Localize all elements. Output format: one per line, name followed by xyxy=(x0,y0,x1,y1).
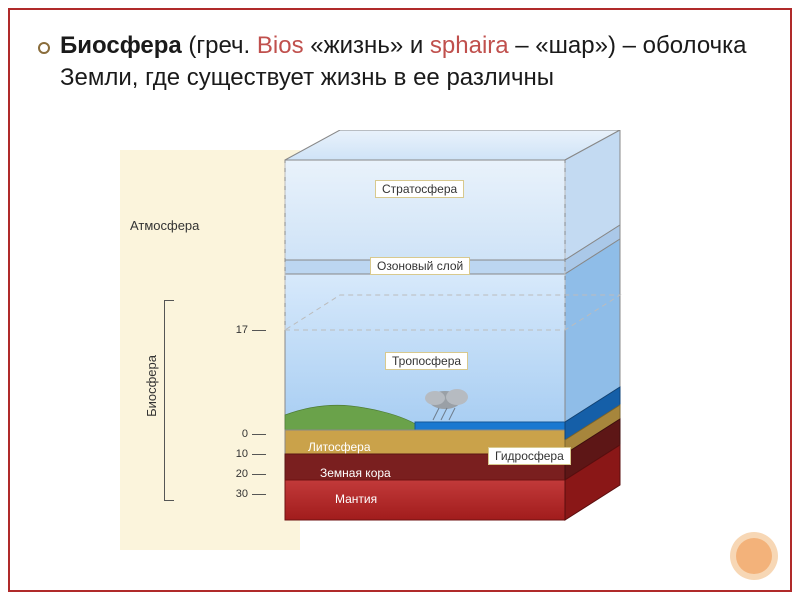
layer-mantle-front xyxy=(285,480,565,520)
label-crust: Земная кора xyxy=(320,466,391,480)
tickmark-30 xyxy=(252,494,266,495)
tickmark-10 xyxy=(252,454,266,455)
scale-tick-0: 0 xyxy=(220,428,248,440)
label-troposphere: Тропосфера xyxy=(385,352,468,370)
bullet-icon xyxy=(38,42,50,54)
bracket-cap-bot xyxy=(164,500,174,501)
tickmark-20 xyxy=(252,474,266,475)
label-biosphere-vertical: Биосфера xyxy=(144,355,159,417)
scale-tick-20: 20 xyxy=(220,468,248,480)
heading-term-bold: Биосфера xyxy=(60,32,182,59)
scale-tick-10: 10 xyxy=(220,448,248,460)
nav-dot[interactable] xyxy=(736,538,772,574)
earth-cube xyxy=(265,130,675,550)
label-stratosphere: Стратосфера xyxy=(375,180,464,198)
tickmark-17 xyxy=(252,330,266,331)
heading-sphaira: sphaira xyxy=(430,32,509,59)
heading-text: Биосфера (греч. Bios «жизнь» и sphaira –… xyxy=(60,30,760,95)
layer-stratosphere-front xyxy=(285,160,565,260)
scale-tick-17: 17 xyxy=(220,324,248,336)
label-atmosphere: Атмосфера xyxy=(130,218,199,233)
heading-bios: Bios xyxy=(257,32,304,59)
bracket-cap-top xyxy=(164,300,174,301)
label-ozone: Озоновый слой xyxy=(370,257,470,275)
scale-tick-30: 30 xyxy=(220,488,248,500)
cube-top-face xyxy=(285,130,620,160)
biosphere-bracket xyxy=(164,300,165,500)
label-lithosphere: Литосфера xyxy=(308,440,371,454)
tickmark-0 xyxy=(252,434,266,435)
biosphere-diagram: Атмосфера Биосфера 17 0 10 20 30 xyxy=(120,150,660,570)
label-hydrosphere: Гидросфера xyxy=(488,447,571,465)
label-mantle: Мантия xyxy=(335,492,377,506)
